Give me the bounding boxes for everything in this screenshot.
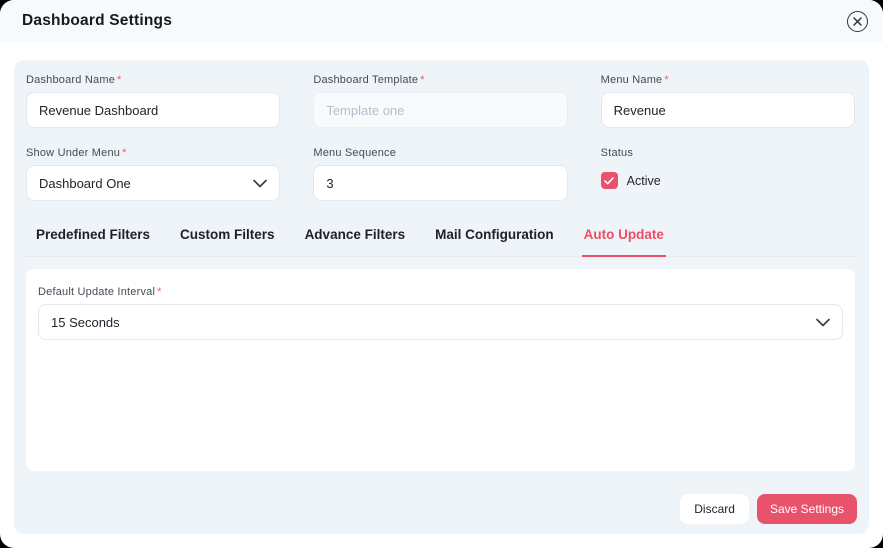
dashboard-template-input[interactable]: [313, 92, 568, 128]
dashboard-name-label: Dashboard Name *: [26, 74, 280, 86]
dashboard-template-label: Dashboard Template *: [313, 74, 567, 86]
menu-sequence-label: Menu Sequence: [313, 147, 397, 159]
tab-auto-update[interactable]: Auto Update: [581, 227, 666, 257]
status-row: Active: [600, 172, 855, 189]
auto-update-tab-panel: Default Update Interval * 15 Seconds: [26, 269, 855, 471]
required-asterisk: *: [122, 147, 127, 159]
required-asterisk: *: [117, 74, 122, 86]
required-asterisk: *: [420, 74, 425, 86]
active-checkbox[interactable]: [600, 172, 618, 189]
active-checkbox-label[interactable]: Active: [626, 173, 661, 188]
show-under-menu-label: Show Under Menu *: [26, 147, 280, 159]
menu-name-input[interactable]: [600, 92, 855, 128]
default-update-interval-value: 15 Seconds: [51, 314, 120, 330]
tab-advance-filters[interactable]: Advance Filters: [304, 227, 406, 242]
required-asterisk: *: [664, 74, 669, 86]
dashboard-name-input[interactable]: [26, 92, 281, 128]
tab-predefined-filters[interactable]: Predefined Filters: [36, 227, 151, 242]
checkmark-icon: [604, 176, 614, 184]
close-button[interactable]: [847, 10, 868, 32]
dashboard-template-field-group: Dashboard Template *: [313, 74, 568, 128]
menu-name-label-text: Menu Name: [600, 74, 663, 86]
required-asterisk: *: [157, 286, 162, 298]
dashboard-name-field-group: Dashboard Name *: [26, 74, 281, 128]
dashboard-template-label-text: Dashboard Template: [313, 74, 419, 86]
default-update-interval-select[interactable]: 15 Seconds: [38, 304, 843, 340]
chevron-down-icon: [253, 179, 268, 187]
show-under-menu-label-text: Show Under Menu: [26, 147, 121, 159]
save-settings-button[interactable]: Save Settings: [756, 494, 857, 524]
default-update-interval-label-text: Default Update Interval: [38, 286, 156, 298]
discard-button[interactable]: Discard: [680, 494, 749, 524]
status-label: Status: [600, 147, 634, 159]
settings-tabs: Predefined Filters Custom Filters Advanc…: [26, 227, 855, 257]
footer-actions: Discard Save Settings: [680, 494, 857, 524]
show-under-menu-select[interactable]: Dashboard One: [26, 165, 281, 201]
status-field-group: Status Active: [600, 147, 855, 201]
default-update-interval-label: Default Update Interval *: [38, 286, 843, 298]
tab-custom-filters[interactable]: Custom Filters: [180, 227, 275, 242]
settings-panel: Dashboard Name* Dashboard Template* Menu…: [14, 60, 869, 534]
menu-sequence-input[interactable]: [313, 165, 568, 201]
chevron-down-icon: [816, 318, 830, 326]
dashboard-name-label-text: Dashboard Name: [26, 74, 116, 86]
page-title: Dashboard Settings: [22, 12, 173, 29]
menu-name-field-group: Menu Name *: [600, 74, 855, 128]
show-under-menu-value: Dashboard One: [39, 175, 131, 191]
show-under-menu-field-group: Show Under Menu * Dashboard One: [26, 147, 281, 201]
modal-header: Dashboard Settings: [0, 0, 883, 42]
settings-form: Dashboard Name* Dashboard Template* Menu…: [26, 74, 855, 201]
menu-sequence-field-group: Menu Sequence: [313, 147, 568, 201]
close-icon: [853, 16, 862, 26]
menu-name-label: Menu Name *: [601, 74, 855, 86]
tab-mail-configuration[interactable]: Mail Configuration: [435, 227, 554, 242]
